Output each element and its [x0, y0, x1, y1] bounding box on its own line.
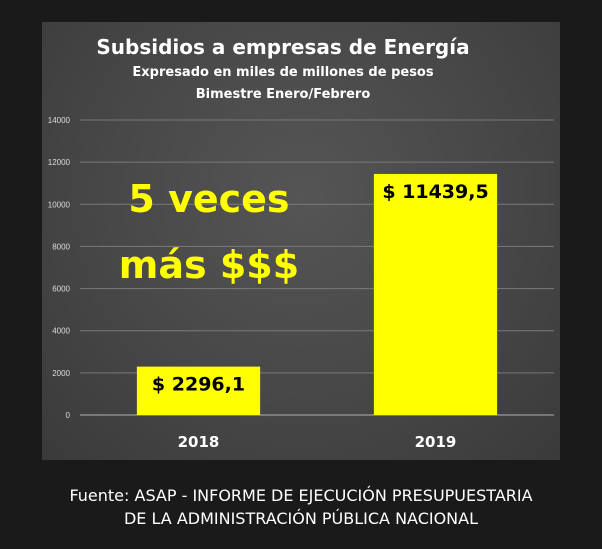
y-tick-label: 0	[66, 411, 71, 420]
data-labels: $ 2296,1 $ 11439,5	[152, 181, 489, 396]
y-axis: 0 2000 4000 6000 8000 10000 12000 14000	[48, 116, 71, 420]
callout-line-2: más $$$	[119, 243, 299, 287]
y-tick-label: 12000	[48, 158, 71, 167]
y-tick-label: 2000	[52, 369, 70, 378]
y-tick-label: 14000	[48, 116, 71, 125]
chart-panel: Subsidios a empresas de Energía Expresad…	[42, 22, 560, 460]
chart-subtitle: Expresado en miles de millones de pesos	[132, 65, 433, 80]
source-caption: Fuente: ASAP - INFORME DE EJECUCIÓN PRES…	[0, 484, 602, 530]
data-label: $ 2296,1	[152, 374, 245, 396]
callout-line-1: 5 veces	[128, 177, 289, 221]
y-tick-label: 6000	[52, 285, 70, 294]
bar-2019	[373, 173, 498, 415]
x-axis: 2018 2019	[178, 433, 457, 451]
y-tick-label: 10000	[48, 200, 71, 209]
x-tick-label: 2018	[178, 433, 220, 451]
x-tick-label: 2019	[415, 433, 457, 451]
bar-2018	[136, 366, 261, 415]
chart-title: Subsidios a empresas de Energía	[96, 35, 469, 59]
data-label: $ 11439,5	[382, 181, 488, 203]
source-line-2: DE LA ADMINISTRACIÓN PÚBLICA NACIONAL	[123, 509, 479, 528]
bar-chart: Subsidios a empresas de Energía Expresad…	[48, 35, 554, 451]
source-line-1: Fuente: ASAP - INFORME DE EJECUCIÓN PRES…	[69, 486, 533, 505]
bars	[136, 173, 498, 415]
chart-subtitle-period: Bimestre Enero/Febrero	[196, 87, 371, 102]
y-tick-label: 4000	[52, 327, 70, 336]
y-tick-label: 8000	[52, 242, 70, 251]
